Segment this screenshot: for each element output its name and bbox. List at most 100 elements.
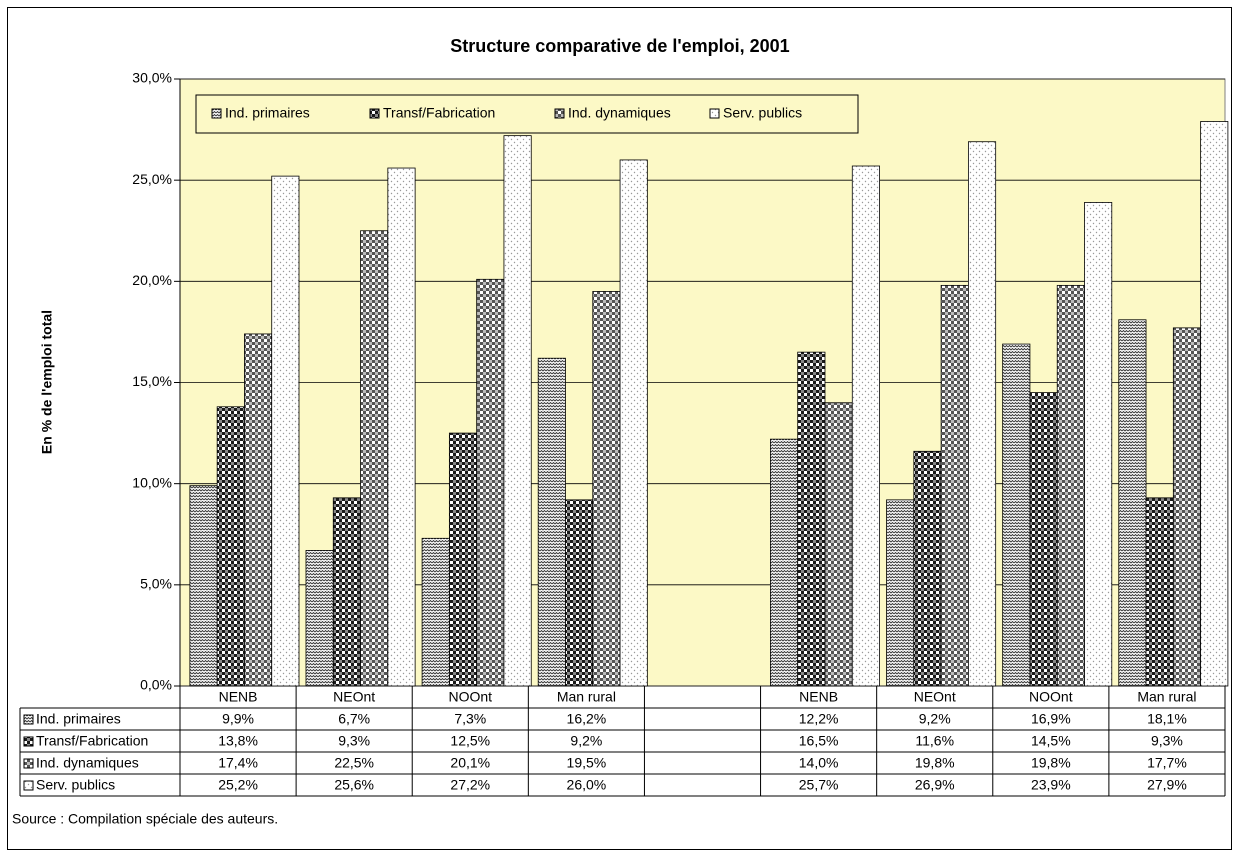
legend-label: Transf/Fabrication xyxy=(383,105,495,121)
bar xyxy=(1200,121,1229,687)
table-cell: 12,5% xyxy=(450,733,490,749)
bar xyxy=(1145,497,1174,687)
table-cell: 19,5% xyxy=(567,755,607,771)
table-row-label: Ind. primaires xyxy=(36,711,121,727)
table-cell: 17,7% xyxy=(1147,755,1187,771)
bar xyxy=(387,167,416,687)
table-cell: 9,3% xyxy=(338,733,370,749)
y-tick-label: 15,0% xyxy=(132,373,172,389)
legend-swatch xyxy=(211,108,222,119)
bar xyxy=(332,497,361,687)
legend-label: Serv. publics xyxy=(723,105,802,121)
table-cell: 20,1% xyxy=(450,755,490,771)
bar xyxy=(940,284,969,687)
bar xyxy=(967,141,997,687)
bar xyxy=(360,230,389,687)
table-cell: 17,4% xyxy=(218,755,258,771)
bar xyxy=(824,402,853,687)
source-note: Source : Compilation spéciale des auteur… xyxy=(12,811,278,827)
table-cell: 25,6% xyxy=(334,777,374,793)
x-tick-label: NEOnt xyxy=(333,689,375,705)
legend-swatch xyxy=(554,108,565,119)
legend-swatch xyxy=(709,108,720,119)
y-tick-label: 20,0% xyxy=(132,272,172,288)
y-axis-label: En % de l'emploi total xyxy=(39,310,55,454)
table-cell: 25,7% xyxy=(799,777,839,793)
table-cell: 14,0% xyxy=(799,755,839,771)
table-cell: 26,0% xyxy=(567,777,607,793)
bar xyxy=(565,499,594,687)
table-swatch xyxy=(23,714,34,725)
bar xyxy=(1084,202,1113,687)
bar xyxy=(886,499,915,687)
bar xyxy=(619,159,648,687)
table-row-label: Ind. dynamiques xyxy=(36,755,139,771)
bar xyxy=(1029,392,1058,687)
table-swatch xyxy=(23,780,34,791)
y-tick-label: 10,0% xyxy=(132,474,172,490)
table-cell: 9,9% xyxy=(222,711,254,727)
bar xyxy=(1002,343,1031,687)
x-tick-label: NOOnt xyxy=(448,689,492,705)
table-cell: 7,3% xyxy=(454,711,486,727)
y-tick-label: 0,0% xyxy=(140,677,172,693)
bar xyxy=(271,175,300,687)
legend-label: Ind. primaires xyxy=(225,105,310,121)
bar xyxy=(913,450,942,687)
x-tick-label: Man rural xyxy=(557,689,616,705)
bar xyxy=(592,291,621,687)
chart-title: Structure comparative de l'emploi, 2001 xyxy=(450,36,789,56)
x-tick-label: NEOnt xyxy=(914,689,956,705)
table-cell: 9,2% xyxy=(919,711,951,727)
table-cell: 6,7% xyxy=(338,711,370,727)
table-cell: 13,8% xyxy=(218,733,258,749)
bar xyxy=(244,333,273,687)
table-row-label: Transf/Fabrication xyxy=(36,733,148,749)
table-cell: 16,9% xyxy=(1031,711,1071,727)
table-cell: 22,5% xyxy=(334,755,374,771)
table-cell: 9,2% xyxy=(570,733,602,749)
table-cell: 16,5% xyxy=(799,733,839,749)
bar xyxy=(770,438,799,687)
table-cell: 27,9% xyxy=(1147,777,1187,793)
bar xyxy=(448,432,478,687)
x-tick-label: NENB xyxy=(219,689,258,705)
table-cell: 18,1% xyxy=(1147,711,1187,727)
legend-box xyxy=(195,94,859,134)
x-tick-label: Man rural xyxy=(1137,689,1196,705)
bar xyxy=(1118,319,1147,687)
table-cell: 11,6% xyxy=(915,733,954,749)
bar xyxy=(189,485,218,687)
y-tick-label: 5,0% xyxy=(140,576,172,592)
bar xyxy=(537,357,566,687)
table-cell: 12,2% xyxy=(799,711,839,727)
table-cell: 27,2% xyxy=(450,777,490,793)
bar xyxy=(851,165,880,687)
table-swatch xyxy=(23,758,34,769)
table-cell: 9,3% xyxy=(1151,733,1183,749)
bar xyxy=(216,406,245,687)
table-row-label: Serv. publics xyxy=(36,777,115,793)
x-tick-label: NOOnt xyxy=(1029,689,1073,705)
legend-swatch xyxy=(369,108,380,119)
table-cell: 19,8% xyxy=(915,755,955,771)
bar xyxy=(1172,327,1202,687)
table-cell: 26,9% xyxy=(915,777,955,793)
y-tick-label: 25,0% xyxy=(132,171,172,187)
bar xyxy=(476,278,505,687)
bar xyxy=(797,351,826,687)
x-tick-label: NENB xyxy=(799,689,838,705)
bar xyxy=(503,135,532,687)
table-cell: 25,2% xyxy=(218,777,258,793)
table-cell: 14,5% xyxy=(1031,733,1071,749)
bar xyxy=(421,537,450,687)
bar xyxy=(305,550,334,687)
bar xyxy=(1056,284,1085,687)
y-tick-label: 30,0% xyxy=(132,70,172,86)
table-cell: 19,8% xyxy=(1031,755,1071,771)
table-cell: 23,9% xyxy=(1031,777,1071,793)
table-swatch xyxy=(23,736,34,747)
table-cell: 16,2% xyxy=(567,711,607,727)
legend-label: Ind. dynamiques xyxy=(568,105,671,121)
